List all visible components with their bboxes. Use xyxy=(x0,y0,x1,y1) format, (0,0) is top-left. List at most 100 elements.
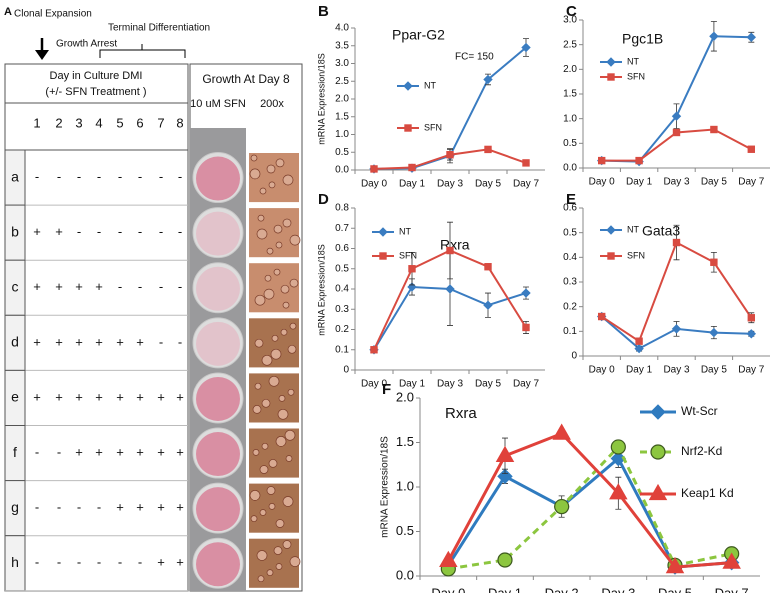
panel-label: C xyxy=(566,3,577,20)
table-header: Day in Culture DMI xyxy=(50,70,143,82)
y-tick-label: 1.5 xyxy=(396,434,414,449)
micrograph-cell xyxy=(268,459,278,468)
treatment-cell: + xyxy=(33,389,41,404)
marker xyxy=(495,445,515,462)
table-header: (+/- SFN Treatment ) xyxy=(45,86,146,98)
treatment-cell: - xyxy=(159,224,163,239)
bracket xyxy=(99,44,186,58)
table-frame xyxy=(4,63,189,592)
legend-label: SFN xyxy=(627,250,645,260)
treatment-cell: + xyxy=(55,224,63,239)
treatment-cell: - xyxy=(57,169,61,184)
day-number: 3 xyxy=(75,115,82,130)
y-tick-label: 0.5 xyxy=(563,138,577,149)
x-tick-label: Day 0 xyxy=(589,365,616,376)
legend-label: NT xyxy=(627,224,639,234)
y-tick-label: 0.3 xyxy=(335,304,349,315)
marker xyxy=(522,323,530,332)
micrograph-cell xyxy=(271,334,279,342)
treatment-cell: - xyxy=(57,500,61,515)
marker xyxy=(635,337,643,345)
treatment-cell: - xyxy=(138,555,142,570)
x-tick-label: Day 0 xyxy=(431,585,465,593)
y-tick-label: 3.0 xyxy=(563,15,577,26)
marker xyxy=(497,552,513,568)
treatment-cell: + xyxy=(116,444,124,459)
x-tick-label: Day 3 xyxy=(663,177,690,188)
y-tick-label: 3.0 xyxy=(335,58,349,69)
treatment-cell: + xyxy=(176,389,184,404)
micrograph-cell xyxy=(259,509,267,516)
y-tick-label: 1.5 xyxy=(563,89,577,100)
treatment-cell: + xyxy=(157,500,165,515)
row-label: f xyxy=(13,444,17,460)
annotation: FC= 150 xyxy=(455,52,494,63)
x-tick-label: Day 7 xyxy=(513,179,540,190)
x-tick-label: Day 0 xyxy=(361,379,388,390)
micrograph-cell xyxy=(254,294,266,306)
x-tick-label: Day 3 xyxy=(601,585,635,593)
micrograph-cell xyxy=(254,338,264,348)
y-tick-label: 0.6 xyxy=(563,203,577,214)
treatment-cell: + xyxy=(136,500,144,515)
row-label: d xyxy=(11,334,19,350)
micrograph-cell xyxy=(277,408,289,420)
x-tick-label: Day 5 xyxy=(658,585,692,593)
series-line xyxy=(447,431,732,569)
treatment-cell: - xyxy=(97,169,101,184)
micrograph-cell xyxy=(282,301,290,309)
micrograph-cell xyxy=(250,515,258,522)
x-tick-label: Day 5 xyxy=(475,379,502,390)
y-tick-label: 1.5 xyxy=(335,111,349,122)
stage-label: Clonal Expansion xyxy=(14,9,92,20)
chart-title: Ppar-G2 xyxy=(392,27,445,43)
chart-title: Rxra xyxy=(445,405,477,422)
row-label: g xyxy=(11,499,19,515)
y-tick-label: 2.5 xyxy=(563,39,577,50)
micrograph-cell xyxy=(282,174,294,186)
treatment-cell: - xyxy=(97,555,101,570)
treatment-cell: + xyxy=(136,389,144,404)
marker xyxy=(722,552,741,569)
treatment-cell: + xyxy=(95,334,103,349)
row-label: b xyxy=(11,223,19,239)
legend-label: Keap1 Kd xyxy=(681,486,734,500)
legend-label: SFN xyxy=(424,122,442,132)
micrograph-cell xyxy=(282,218,292,228)
chart-title: Rxra xyxy=(440,237,470,253)
micrograph-cell xyxy=(289,556,301,567)
row-label: e xyxy=(11,389,19,405)
micrograph-cell xyxy=(264,274,272,282)
y-tick-label: 2.0 xyxy=(563,64,577,75)
micrograph-cell xyxy=(259,465,269,474)
micrograph-cell xyxy=(256,550,268,561)
y-tick-label: 3.5 xyxy=(335,40,349,51)
row-label: h xyxy=(11,554,19,570)
marker xyxy=(710,125,718,134)
y-tick-label: 0 xyxy=(343,365,349,376)
marker xyxy=(672,238,681,247)
marker xyxy=(370,346,378,354)
y-tick-label: 0.1 xyxy=(335,344,349,355)
panel-label: A xyxy=(4,6,12,18)
micrograph-cell xyxy=(278,395,286,402)
treatment-cell: - xyxy=(77,555,81,570)
treatment-cell: + xyxy=(75,279,83,294)
arrow-head xyxy=(35,50,49,60)
marker xyxy=(598,156,606,165)
treatment-cell: - xyxy=(118,169,122,184)
micrograph-cell xyxy=(282,496,294,507)
treatment-cell: + xyxy=(157,444,165,459)
culture-stain xyxy=(196,487,240,532)
y-tick-label: 0.5 xyxy=(335,263,349,274)
marker xyxy=(671,111,682,121)
micrograph-cell xyxy=(273,268,281,276)
marker xyxy=(747,314,755,322)
micrograph-cell xyxy=(266,247,274,255)
legend-label: SFN xyxy=(627,71,645,81)
treatment-cell: + xyxy=(33,224,41,239)
treatment-cell: - xyxy=(77,169,81,184)
micrograph-cell xyxy=(289,278,299,288)
